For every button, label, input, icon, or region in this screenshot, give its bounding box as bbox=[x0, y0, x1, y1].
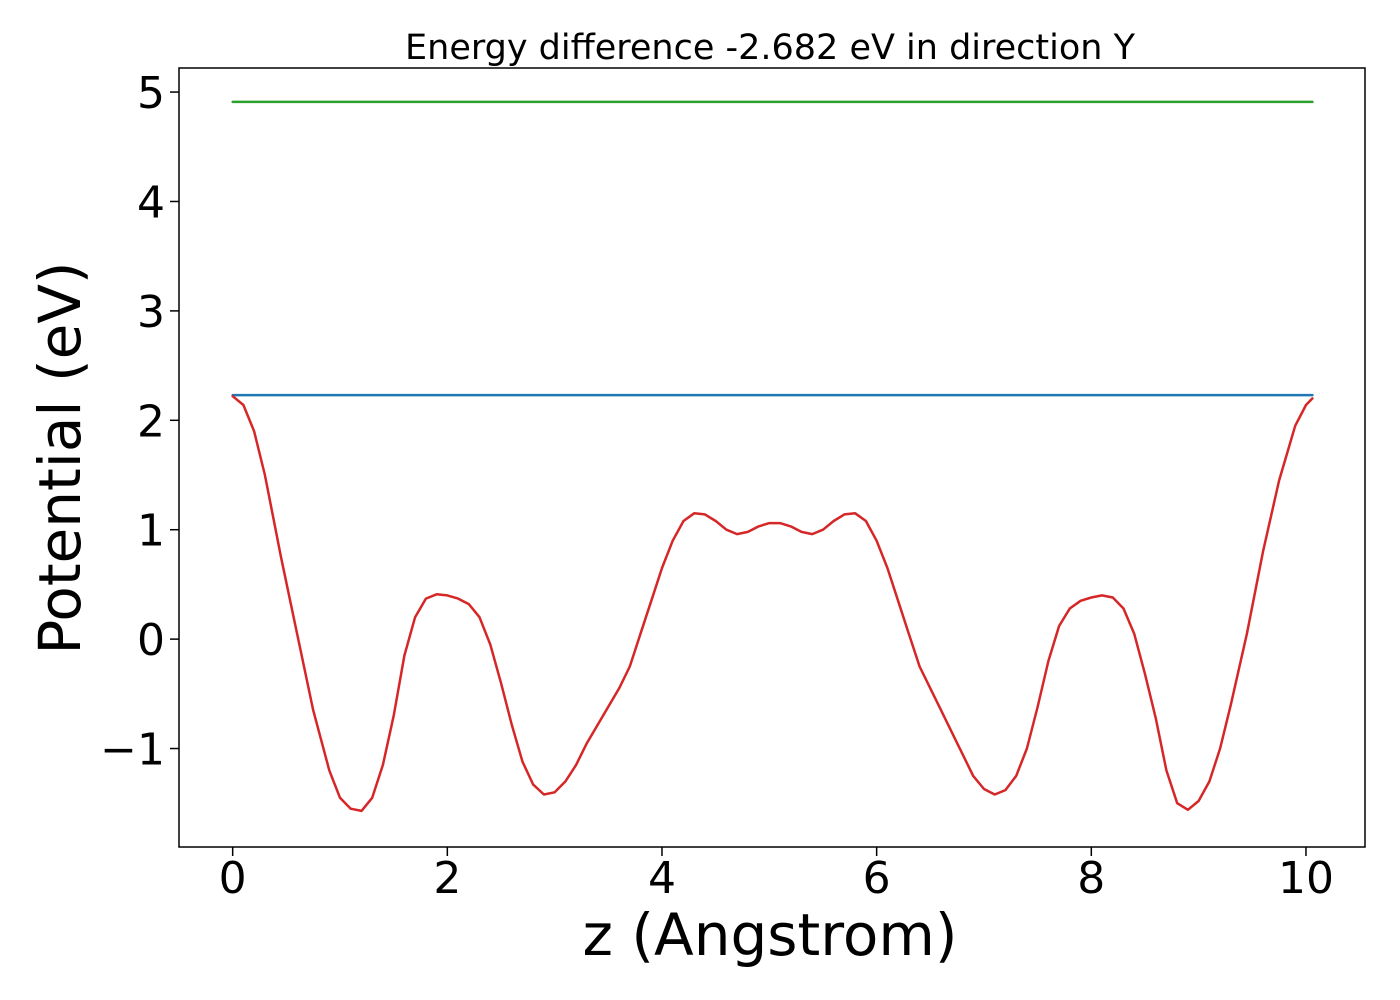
x-tick-label: 8 bbox=[1077, 853, 1105, 904]
x-tick-label: 6 bbox=[863, 853, 891, 904]
chart-title: Energy difference -2.682 eV in direction… bbox=[405, 28, 1136, 68]
y-tick-label: 4 bbox=[137, 177, 165, 228]
y-axis-label: Potential (eV) bbox=[26, 261, 94, 654]
x-tick-label: 0 bbox=[219, 853, 247, 904]
x-tick-label: 10 bbox=[1278, 853, 1334, 904]
x-tick-label: 2 bbox=[433, 853, 461, 904]
y-tick-label: 3 bbox=[137, 287, 165, 338]
y-tick-label: 5 bbox=[137, 68, 165, 119]
series-line-2 bbox=[231, 394, 1314, 813]
y-tick-label: −1 bbox=[100, 725, 165, 776]
y-axis-ticks: −1 0 1 2 3 4 5 bbox=[100, 68, 179, 776]
y-tick-label: 2 bbox=[137, 396, 165, 447]
y-tick-label: 1 bbox=[137, 506, 165, 557]
x-axis-ticks: 0 2 4 6 8 10 bbox=[219, 847, 1334, 904]
plot-area-frame bbox=[178, 67, 1366, 848]
y-tick-label: 0 bbox=[137, 615, 165, 666]
x-axis-label: z (Angstrom) bbox=[583, 901, 958, 969]
series-layer bbox=[231, 100, 1314, 813]
x-tick-label: 4 bbox=[648, 853, 676, 904]
